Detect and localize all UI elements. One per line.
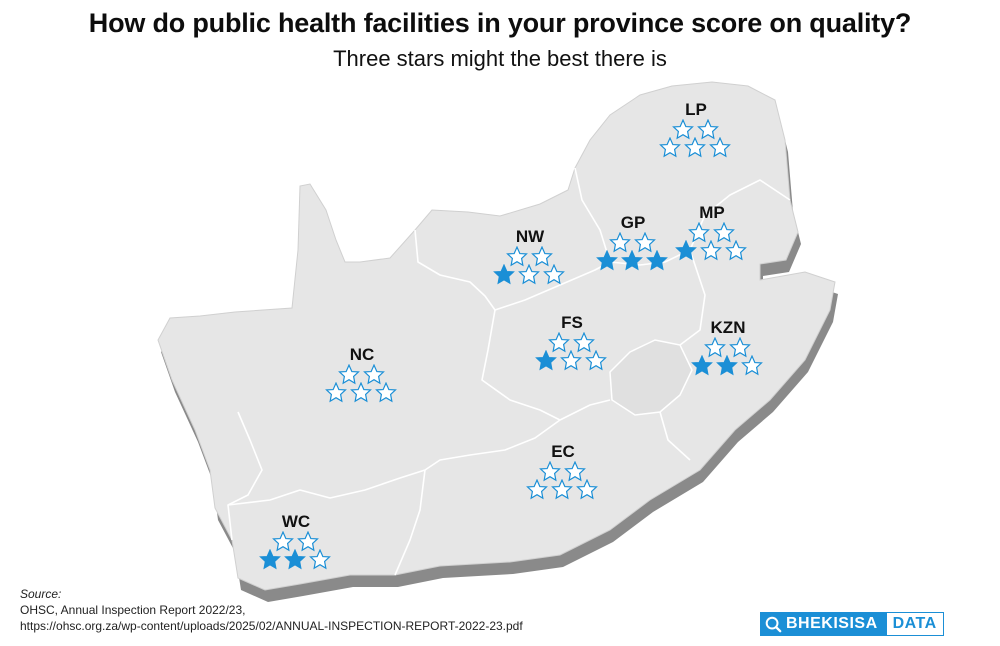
logo-right: DATA [885, 612, 944, 636]
province-label: EC [551, 442, 575, 461]
province-nw: NW [493, 227, 565, 284]
map-land [157, 81, 836, 591]
province-label: LP [685, 100, 707, 119]
province-label: NW [516, 227, 545, 246]
province-kzn: KZN [691, 318, 763, 375]
province-wc: WC [259, 512, 331, 569]
province-label: GP [621, 213, 646, 232]
province-label: MP [699, 203, 725, 222]
province-label: NC [350, 345, 375, 364]
bhekisisa-data-logo: BHEKISISA DATA [760, 612, 988, 636]
province-gp: GP [596, 213, 668, 270]
page-subtitle: Three stars might the best there is [333, 46, 667, 71]
lesotho-region [609, 339, 693, 416]
logo-right-text: DATA [892, 615, 937, 632]
province-lp: LP [659, 100, 731, 157]
source-line-1: OHSC, Annual Inspection Report 2022/23, [20, 603, 246, 617]
source-heading: Source: [20, 587, 62, 601]
province-ec: EC [526, 442, 598, 499]
logo-left-text: BHEKISISA [786, 615, 878, 632]
province-nc: NC [325, 345, 397, 402]
province-borders [227, 167, 791, 576]
source-url[interactable]: https://ohsc.org.za/wp-content/uploads/2… [20, 619, 523, 633]
province-label: WC [282, 512, 310, 531]
province-mp: MP [675, 203, 747, 260]
page-title: How do public health facilities in your … [88, 8, 912, 38]
source-note: Source: OHSC, Annual Inspection Report 2… [20, 586, 523, 634]
logo-left: BHEKISISA [760, 612, 886, 636]
province-fs: FS [535, 313, 607, 370]
province-label: KZN [711, 318, 746, 337]
province-label: FS [561, 313, 583, 332]
magnifier-icon [765, 616, 782, 633]
province-ratings: LP MP GP NW FS KZN NC EC [259, 100, 763, 569]
